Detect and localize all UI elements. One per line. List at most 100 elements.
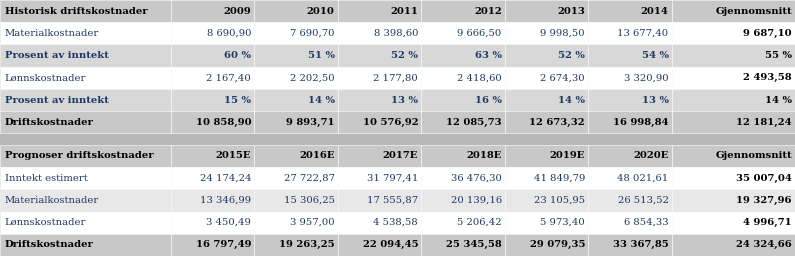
Text: 12 181,24: 12 181,24	[736, 118, 792, 127]
Text: 4 538,58: 4 538,58	[374, 218, 418, 227]
Bar	[588, 22, 672, 45]
Text: 35 007,04: 35 007,04	[736, 174, 792, 183]
Bar	[0, 234, 171, 256]
Text: 4 996,71: 4 996,71	[743, 218, 792, 227]
Bar	[171, 189, 254, 211]
Bar	[0, 89, 171, 111]
Bar	[254, 22, 338, 45]
Text: 48 021,61: 48 021,61	[618, 174, 669, 183]
Bar	[421, 22, 505, 45]
Bar	[421, 67, 505, 89]
Text: 25 345,58: 25 345,58	[446, 240, 502, 249]
Text: 2 177,80: 2 177,80	[374, 73, 418, 82]
Text: 2014: 2014	[641, 7, 669, 16]
Bar	[171, 89, 254, 111]
Bar	[254, 167, 338, 189]
Text: 24 174,24: 24 174,24	[200, 174, 251, 183]
Bar	[588, 67, 672, 89]
Text: 15 306,25: 15 306,25	[284, 196, 335, 205]
Text: 29 079,35: 29 079,35	[529, 240, 585, 249]
Text: 10 858,90: 10 858,90	[196, 118, 251, 127]
Bar	[0, 189, 171, 211]
Text: 5 206,42: 5 206,42	[457, 218, 502, 227]
Text: 2012: 2012	[474, 7, 502, 16]
Bar	[505, 211, 588, 234]
Text: 8 690,90: 8 690,90	[207, 29, 251, 38]
Text: 20 139,16: 20 139,16	[451, 196, 502, 205]
Bar	[505, 234, 588, 256]
Text: 54 %: 54 %	[642, 51, 669, 60]
Text: Materialkostnader: Materialkostnader	[5, 29, 99, 38]
Bar	[171, 111, 254, 133]
Bar	[588, 234, 672, 256]
Bar	[672, 145, 795, 167]
Bar	[0, 111, 171, 133]
Bar	[421, 167, 505, 189]
Bar	[254, 234, 338, 256]
Bar	[588, 145, 672, 167]
Bar	[588, 211, 672, 234]
Bar	[0, 45, 171, 67]
Bar	[171, 234, 254, 256]
Text: 23 105,95: 23 105,95	[534, 196, 585, 205]
Bar	[421, 111, 505, 133]
Text: Gjennomsnitt: Gjennomsnitt	[716, 7, 792, 16]
Text: 6 854,33: 6 854,33	[624, 218, 669, 227]
Text: 52 %: 52 %	[558, 51, 585, 60]
Bar	[421, 45, 505, 67]
Text: Lønnskostnader: Lønnskostnader	[5, 73, 86, 82]
Bar	[0, 67, 171, 89]
Text: 27 722,87: 27 722,87	[284, 174, 335, 183]
Bar	[171, 211, 254, 234]
Text: Driftskostnader: Driftskostnader	[5, 118, 94, 127]
Text: Prosent av inntekt: Prosent av inntekt	[5, 95, 109, 104]
Bar	[338, 67, 421, 89]
Bar	[254, 45, 338, 67]
Bar	[171, 67, 254, 89]
Text: 3 957,00: 3 957,00	[290, 218, 335, 227]
Bar	[672, 211, 795, 234]
Bar	[672, 45, 795, 67]
Text: 9 687,10: 9 687,10	[743, 29, 792, 38]
Text: 9 666,50: 9 666,50	[457, 29, 502, 38]
Text: 14 %: 14 %	[308, 95, 335, 104]
Text: 2020E: 2020E	[634, 152, 669, 161]
Bar	[338, 89, 421, 111]
Bar	[505, 167, 588, 189]
Text: 17 555,87: 17 555,87	[367, 196, 418, 205]
Bar	[672, 0, 795, 22]
Bar	[672, 167, 795, 189]
Text: 2013: 2013	[557, 7, 585, 16]
Text: 13 %: 13 %	[391, 95, 418, 104]
Bar	[171, 145, 254, 167]
Text: Inntekt estimert: Inntekt estimert	[5, 174, 87, 183]
Text: 16 797,49: 16 797,49	[196, 240, 251, 249]
Text: 5 973,40: 5 973,40	[541, 218, 585, 227]
Bar	[672, 67, 795, 89]
Text: 12 673,32: 12 673,32	[529, 118, 585, 127]
Text: 9 893,71: 9 893,71	[286, 118, 335, 127]
Bar	[672, 89, 795, 111]
Text: 41 849,79: 41 849,79	[533, 174, 585, 183]
Bar	[505, 22, 588, 45]
Text: 2 418,60: 2 418,60	[457, 73, 502, 82]
Text: 15 %: 15 %	[224, 95, 251, 104]
Bar	[588, 0, 672, 22]
Bar	[672, 234, 795, 256]
Bar	[421, 234, 505, 256]
Text: 2017E: 2017E	[383, 152, 418, 161]
Bar	[254, 0, 338, 22]
Bar	[505, 45, 588, 67]
Bar	[338, 211, 421, 234]
Text: Prosent av inntekt: Prosent av inntekt	[5, 51, 109, 60]
Bar	[672, 111, 795, 133]
Text: 2016E: 2016E	[299, 152, 335, 161]
Bar	[421, 0, 505, 22]
Bar	[338, 22, 421, 45]
Bar	[338, 145, 421, 167]
Bar	[505, 145, 588, 167]
Bar	[505, 67, 588, 89]
Bar	[254, 211, 338, 234]
Text: 63 %: 63 %	[475, 51, 502, 60]
Bar	[588, 111, 672, 133]
